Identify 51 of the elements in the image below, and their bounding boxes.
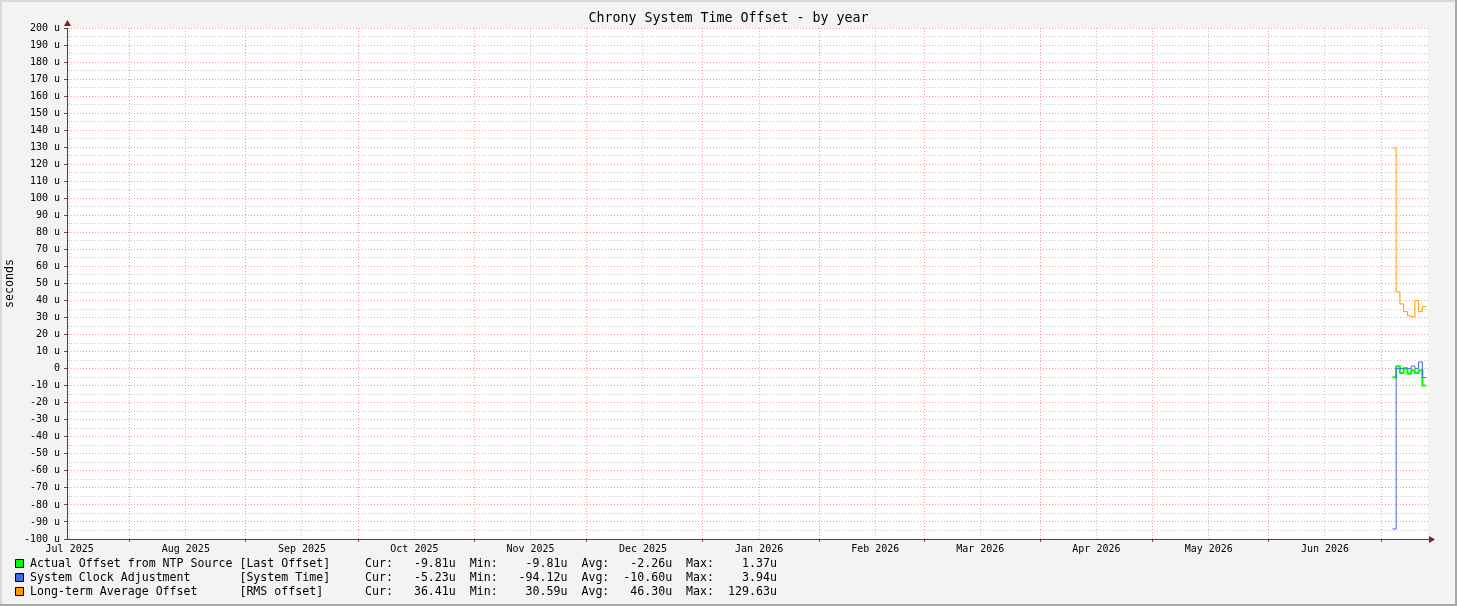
x-tick-label: Feb 2026 (851, 542, 900, 554)
x-tick-label: Dec 2025 (618, 542, 668, 554)
y-tick-label: 60 u (35, 260, 60, 272)
y-tick-label: 130 u (29, 140, 60, 152)
legend-label: System Clock Adjustment (30, 570, 191, 585)
x-tick-label: Aug 2025 (161, 542, 210, 554)
x-tick-label: Jan 2026 (735, 542, 784, 554)
y-tick-label: -50 u (29, 447, 60, 459)
y-axis-title: seconds (2, 259, 17, 308)
y-tick-label: 110 u (29, 174, 60, 186)
x-tick-label: May 2026 (1184, 542, 1233, 554)
x-tick-label: Apr 2026 (1072, 542, 1121, 554)
y-tick-label: 120 u (29, 157, 60, 169)
y-tick-label: -30 u (29, 413, 60, 425)
y-tick-label: 90 u (35, 208, 60, 220)
y-tick-label: 200 u (29, 21, 60, 33)
x-tick-label: Nov 2025 (506, 542, 555, 554)
x-tick-label: Jul 2025 (45, 542, 94, 554)
y-tick-label: 190 u (29, 38, 60, 50)
y-tick-label: 170 u (29, 72, 60, 84)
y-tick-label: -100 u (23, 532, 60, 544)
text: [RMS offset] Cur: 36.41u Min: 30.59u Avg: 46.30u Max: 129.63u (239, 584, 777, 599)
x-tick-label: Sep 2025 (277, 542, 327, 554)
y-tick-label: 30 u (35, 311, 60, 323)
x-tick-label: Jun 2026 (1300, 542, 1350, 554)
y-tick-label: 80 u (35, 225, 60, 237)
y-tick-label: 20 u (35, 328, 60, 340)
y-tick-label: -80 u (29, 498, 60, 510)
y-tick-label: 150 u (29, 106, 60, 118)
x-tick-label: Oct 2025 (390, 542, 439, 554)
y-tick-label: 140 u (29, 123, 60, 135)
text: [System Time] Cur: -5.23u Min: -94.12u Avg: -10.60u Max: 3.94u (239, 570, 777, 585)
legend-label: Actual Offset from NTP Source (30, 556, 233, 571)
y-tick-label: -20 u (29, 396, 60, 408)
y-tick-label: 40 u (35, 294, 60, 306)
y-tick-label: 100 u (29, 191, 60, 203)
y-tick-label: -60 u (29, 464, 60, 476)
legend-label: Long-term Average Offset (30, 584, 198, 599)
y-tick-label: -40 u (29, 430, 60, 442)
y-tick-label: 180 u (29, 55, 60, 67)
y-tick-label: 70 u (35, 243, 60, 255)
chart-title: Chrony System Time Offset - by year (588, 10, 869, 26)
y-tick-label: 50 u (35, 277, 60, 289)
y-tick-label: -10 u (29, 379, 60, 391)
y-tick-label: 0 (53, 362, 60, 374)
y-tick-label: -90 u (29, 515, 60, 527)
y-tick-label: 160 u (29, 89, 60, 101)
y-tick-label: -70 u (29, 481, 60, 493)
text: [Last Offset] Cur: -9.81u Min: -9.81u Avg: -2.26u Max: 1.37u (239, 556, 777, 571)
y-tick-label: 10 u (35, 345, 60, 357)
x-tick-label: Mar 2026 (956, 542, 1005, 554)
